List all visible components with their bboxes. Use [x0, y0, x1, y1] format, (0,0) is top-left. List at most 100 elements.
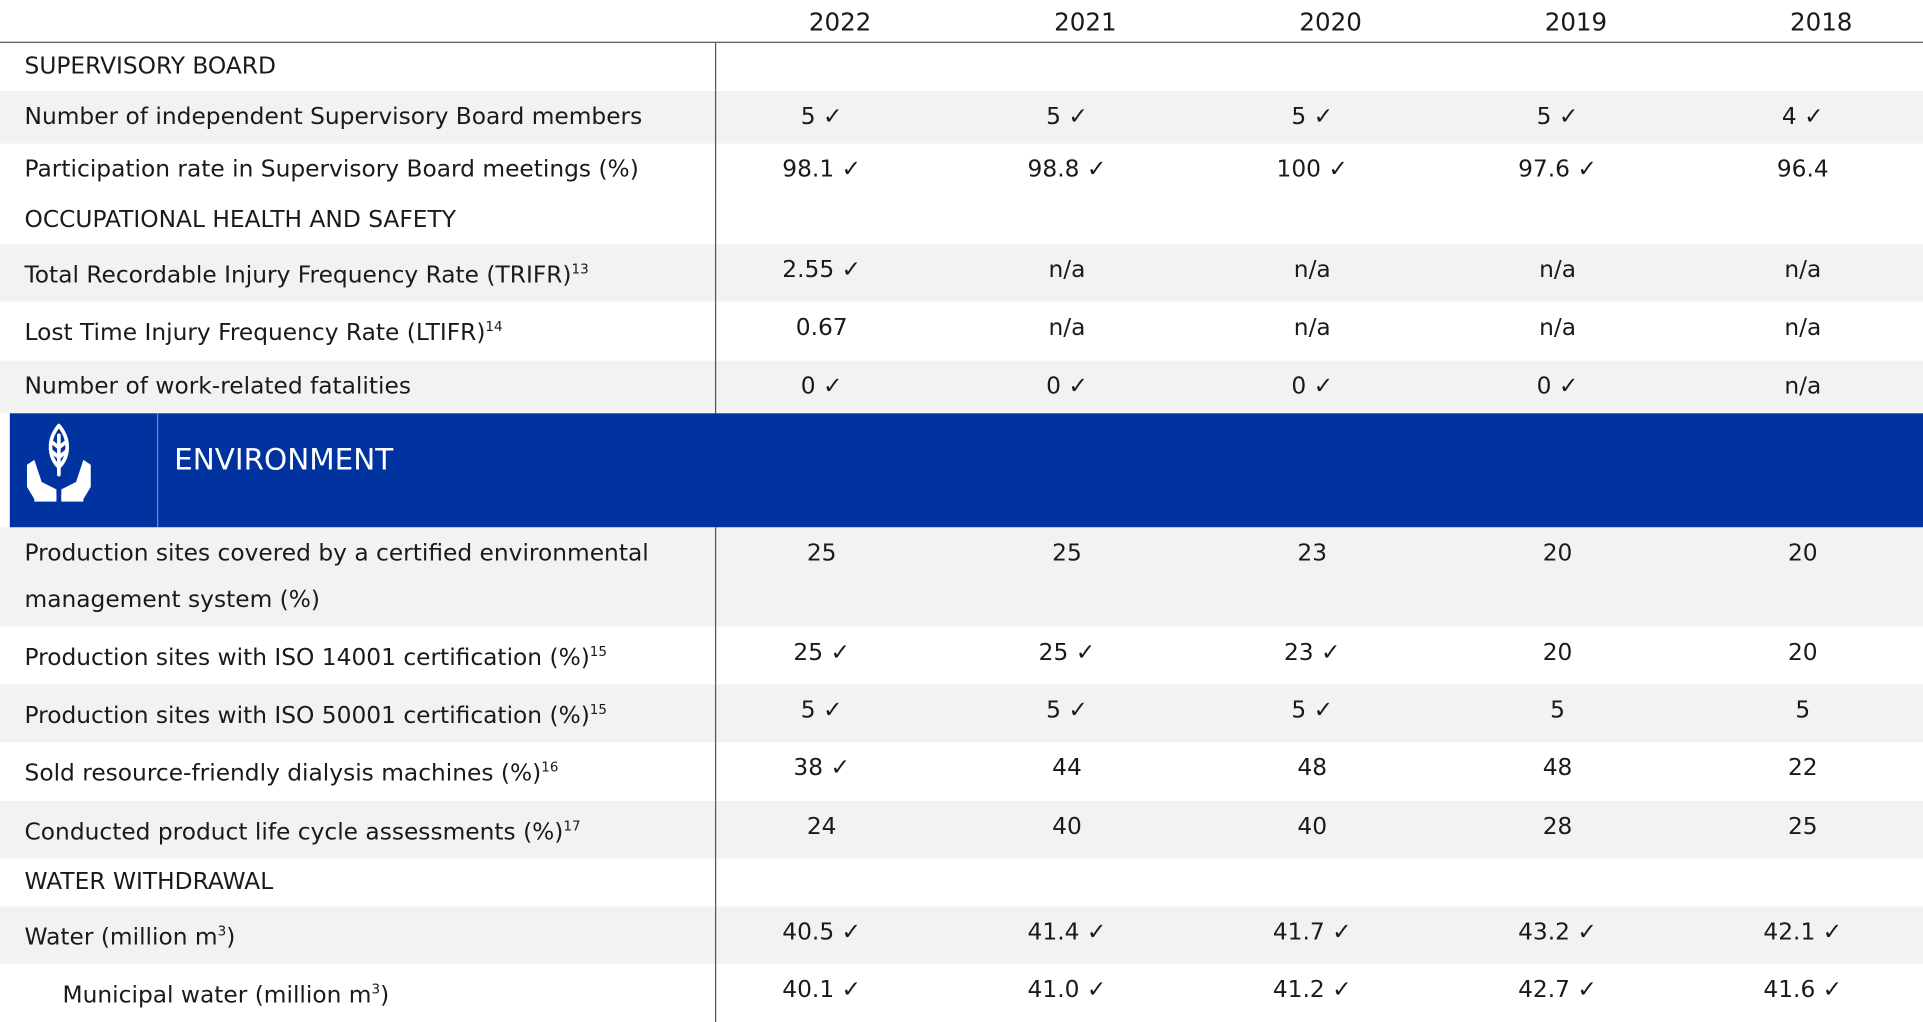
year-header: 2018: [1789, 7, 1853, 37]
cell-value: 0 ✓: [800, 372, 843, 400]
cell-value: n/a: [1293, 256, 1331, 284]
cell-value: 25: [806, 539, 837, 567]
label-text: Sold resource-friendly dialysis machines…: [24, 759, 542, 787]
banner-title: ENVIRONMENT: [174, 442, 394, 477]
cell-value: 20: [1542, 539, 1573, 567]
cell-value: 22: [1787, 754, 1818, 782]
section-banner: ENVIRONMENT: [9, 412, 1923, 527]
label-text: Water (million m: [24, 923, 218, 951]
cell-value: 0 ✓: [1291, 372, 1334, 400]
footnote-ref: 15: [589, 701, 607, 718]
cell-value: 5 ✓: [1291, 103, 1334, 130]
label-text: Production sites covered by a certified …: [24, 539, 649, 613]
column-divider: [714, 526, 717, 627]
row-label: Conducted product life cycle assessments…: [0, 800, 690, 858]
footnote-ref: 14: [485, 319, 503, 336]
column-divider: [714, 626, 717, 685]
cell-value: 48: [1297, 754, 1328, 782]
label-text: Participation rate in Supervisory Board …: [24, 155, 639, 183]
row-label: Number of independent Supervisory Board …: [0, 91, 690, 144]
row-label: Number of work-related fatalities: [0, 360, 690, 413]
cell-value: 98.1 ✓: [782, 155, 862, 183]
cell-value: 2.55 ✓: [782, 256, 862, 284]
footnote-ref: 3: [217, 923, 227, 940]
section-row: SUPERVISORY BOARD: [0, 42, 1923, 91]
cell-value: 43.2 ✓: [1518, 918, 1597, 946]
cell-value: 28: [1542, 812, 1573, 840]
footnote-ref: 16: [541, 759, 559, 776]
table: SUPERVISORY BOARD Number of independent S…: [0, 42, 1923, 1022]
row-label: Participation rate in Supervisory Board …: [0, 143, 690, 196]
cell-value: 0 ✓: [1536, 372, 1579, 400]
cell-value: n/a: [1784, 256, 1822, 284]
label-text: Municipal water (million m: [62, 981, 372, 1009]
cell-value: 23: [1297, 539, 1328, 567]
label-text: Number of independent Supervisory Board …: [24, 103, 643, 130]
cell-value: 41.2 ✓: [1272, 976, 1352, 1004]
label-text: ): [226, 923, 236, 951]
column-divider: [714, 742, 717, 801]
cell-value: 40.1 ✓: [782, 976, 862, 1004]
cell-value: 20: [1787, 638, 1818, 666]
data-row: Number of work-related fatalities 0 ✓ 0 ✓ 0…: [0, 360, 1923, 413]
label-text: Total Recordable Injury Frequency Rate (…: [24, 261, 572, 289]
column-divider: [714, 858, 717, 907]
cell-value: 5 ✓: [1046, 696, 1088, 724]
cell-value: n/a: [1539, 256, 1576, 284]
row-label: Municipal water (million m3): [0, 964, 690, 1022]
section-row: OCCUPATIONAL HEALTH AND SAFETY: [0, 196, 1923, 245]
cell-value: 24: [806, 812, 837, 840]
label-text: Production sites with ISO 14001 certific…: [24, 643, 590, 671]
cell-value: n/a: [1784, 372, 1822, 400]
footnote-ref: 17: [563, 817, 581, 834]
row-label: Water (million m3): [0, 906, 690, 964]
cell-value: 5 ✓: [800, 103, 843, 130]
cell-value: 41.6 ✓: [1763, 976, 1843, 1004]
cell-value: 44: [1052, 754, 1082, 782]
cell-value: 40.5 ✓: [782, 918, 862, 946]
data-row: Participation rate in Supervisory Board …: [0, 143, 1923, 197]
data-row: Sold resource-friendly dialysis machines…: [0, 742, 1923, 801]
label-text: Production sites with ISO 50001 certific…: [24, 701, 590, 729]
cell-value: 25: [1787, 812, 1818, 840]
year-header: 2019: [1544, 7, 1608, 37]
column-divider: [714, 684, 717, 743]
column-divider: [714, 143, 717, 197]
cell-value: 42.1 ✓: [1763, 918, 1843, 946]
section-label: OCCUPATIONAL HEALTH AND SAFETY: [24, 206, 456, 234]
cell-value: 5 ✓: [1046, 103, 1088, 130]
row-label: Lost Time Injury Frequency Rate (LTIFR)1…: [0, 302, 690, 360]
column-divider: [714, 244, 717, 303]
cell-value: 40: [1052, 812, 1082, 840]
cell-value: 38 ✓: [793, 754, 850, 782]
row-label: Production sites with ISO 14001 certific…: [0, 626, 690, 684]
data-row: Production sites with ISO 14001 certific…: [0, 626, 1923, 685]
cell-value: 40: [1297, 812, 1328, 840]
cell-value: 0 ✓: [1046, 372, 1088, 400]
data-row: Water (million m3) 40.5 ✓ 41.4 ✓ 41.7 ✓ 43.2…: [0, 906, 1923, 965]
cell-value: 25 ✓: [1038, 638, 1096, 666]
cell-value: 5: [1550, 696, 1565, 724]
header-row: 2022 2021 2020 2019 2018: [0, 0, 1923, 43]
column-divider: [714, 800, 717, 859]
cell-value: n/a: [1539, 314, 1576, 342]
column-divider: [714, 42, 717, 91]
year-header: 2021: [1054, 7, 1117, 37]
year-header: 2020: [1299, 7, 1362, 37]
data-row: Municipal water (million m3) 40.1 ✓ 41.0 ✓…: [0, 964, 1923, 1022]
column-divider: [714, 90, 717, 144]
cell-value: n/a: [1048, 314, 1086, 342]
label-text: Number of work-related fatalities: [24, 372, 411, 400]
section-label: SUPERVISORY BOARD: [24, 52, 276, 80]
label-text: ): [380, 981, 390, 1009]
cell-value: 23 ✓: [1283, 638, 1341, 666]
cell-value: 42.7 ✓: [1518, 976, 1597, 1004]
cell-value: 0.67: [795, 314, 848, 342]
data-row: Total Recordable Injury Frequency Rate (…: [0, 244, 1923, 303]
cell-value: 5 ✓: [1536, 103, 1579, 130]
data-row: Lost Time Injury Frequency Rate (LTIFR)1…: [0, 302, 1923, 361]
data-row: Production sites covered by a certified …: [0, 526, 1923, 627]
year-header: 2022: [808, 7, 872, 37]
cell-value: 20: [1787, 539, 1818, 567]
